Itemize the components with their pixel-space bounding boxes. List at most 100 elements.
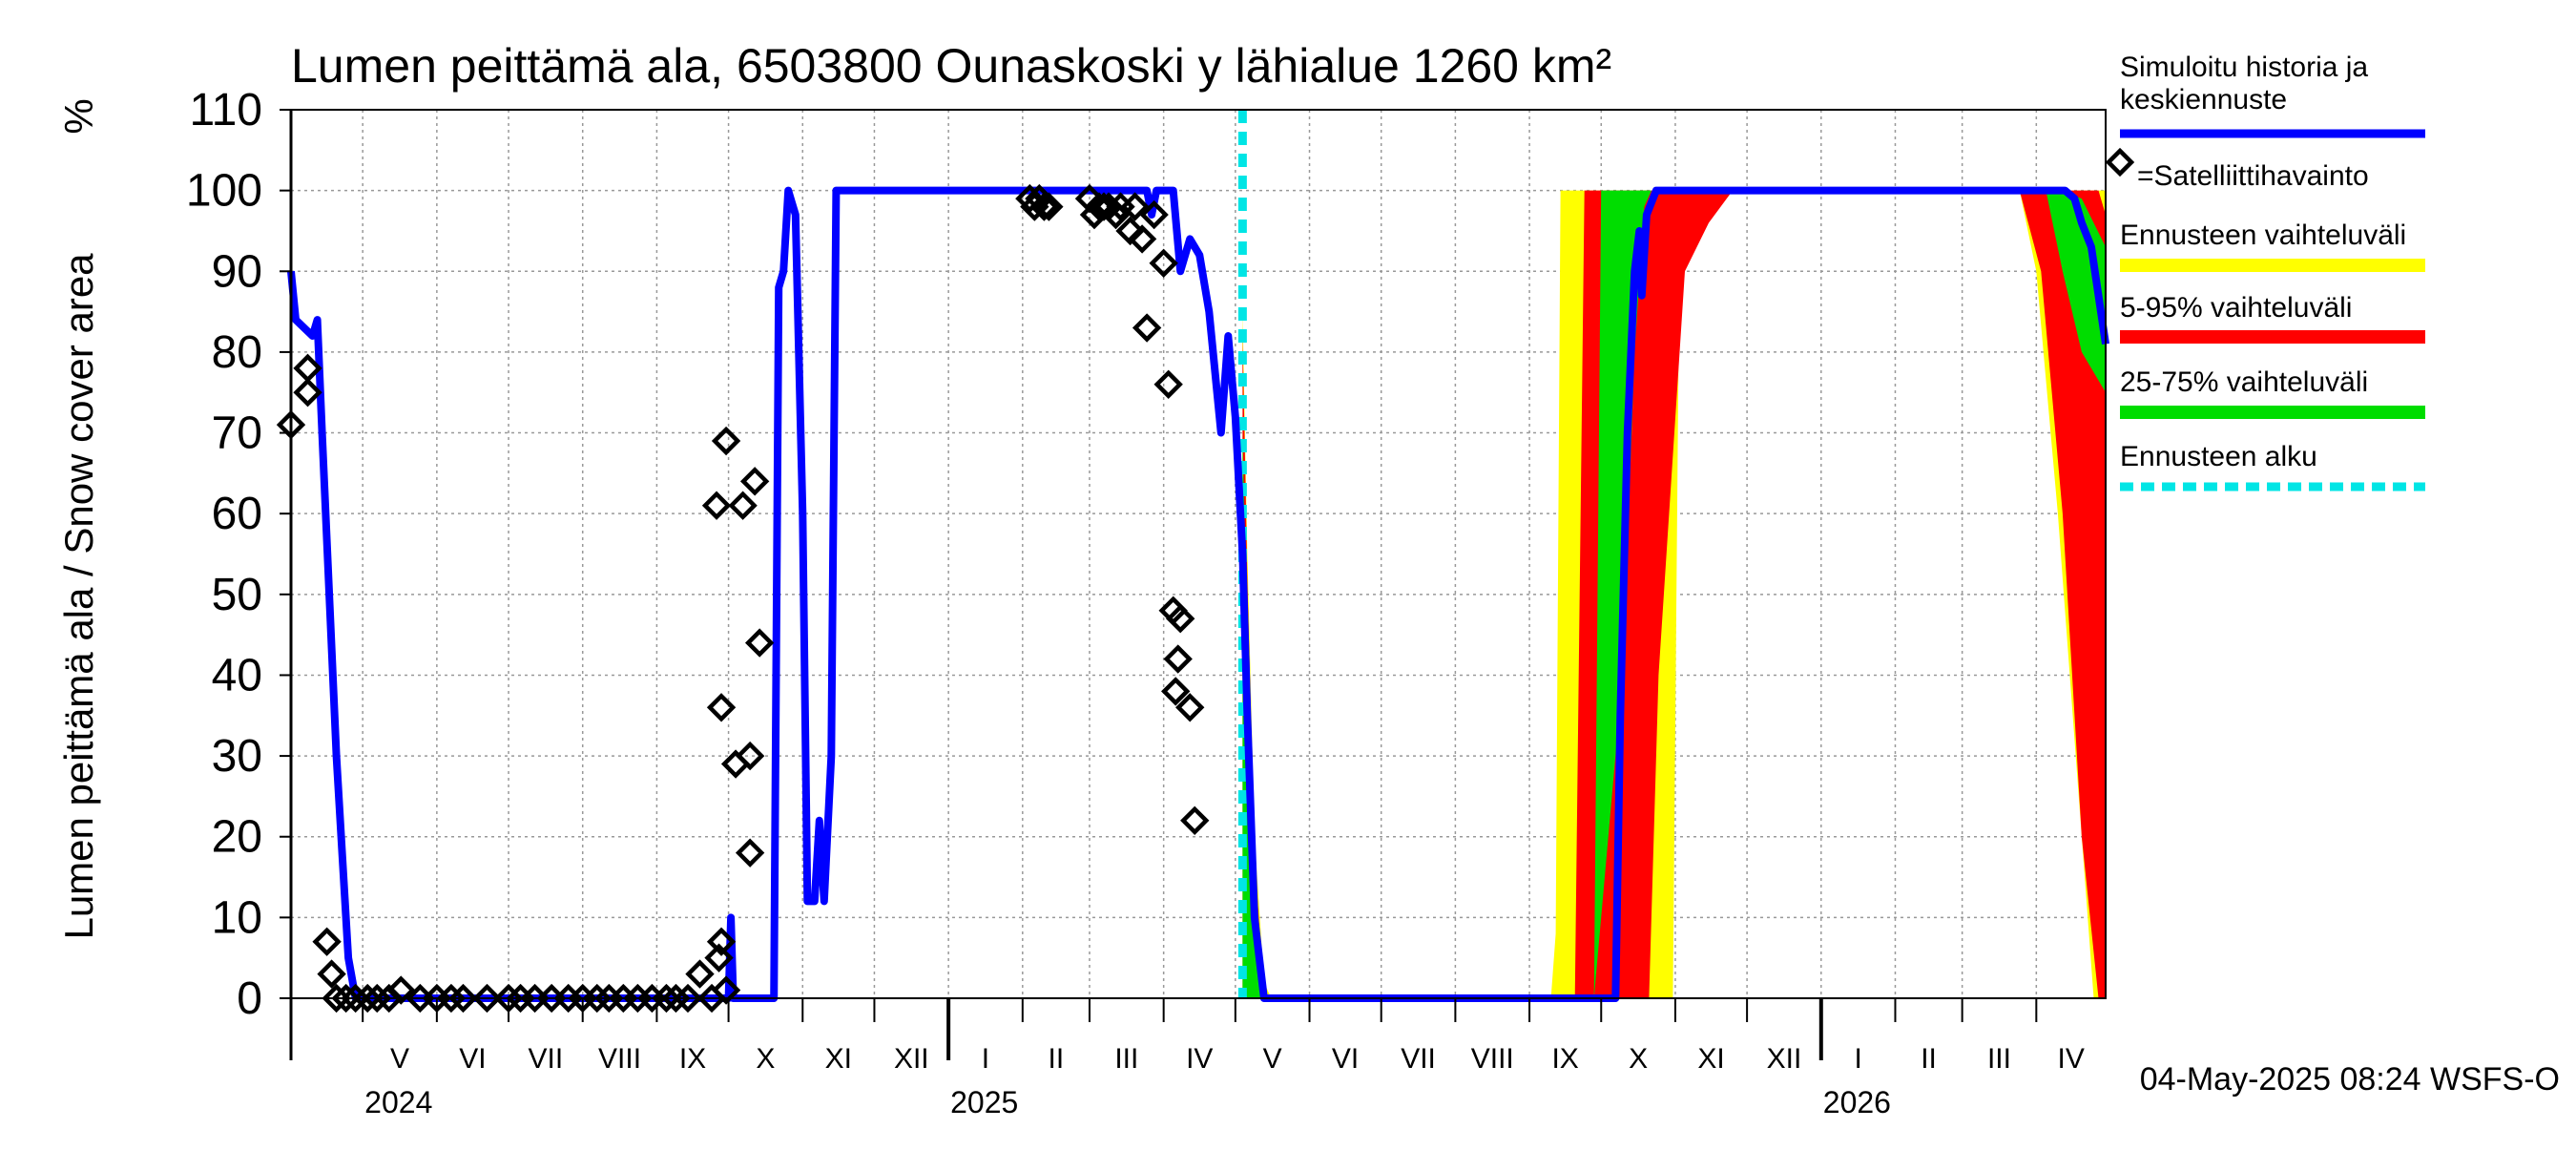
y-tick-label: 100 <box>186 166 262 217</box>
legend-label: =Satelliittihavainto <box>2137 160 2369 192</box>
year-label: 2024 <box>364 1085 432 1119</box>
y-tick-label: 60 <box>212 489 262 539</box>
satellite-point <box>701 491 732 520</box>
satellite-point <box>735 838 765 868</box>
month-label: V <box>1263 1043 1282 1075</box>
y-tick-label: 10 <box>212 892 262 943</box>
satellite-point <box>1029 192 1059 221</box>
series-lines <box>287 110 2109 1002</box>
satellite-point <box>1166 604 1195 634</box>
month-label: XII <box>1767 1043 1802 1075</box>
year-label: 2025 <box>950 1085 1018 1119</box>
legend-label: 25-75% vaihteluväli <box>2120 366 2368 398</box>
satellite-point <box>1149 248 1178 278</box>
month-label: IV <box>2057 1043 2084 1075</box>
satellite-point <box>1120 192 1150 221</box>
y-tick-label: 50 <box>212 570 262 620</box>
y-tick-label: 20 <box>212 812 262 863</box>
month-label: II <box>1049 1043 1065 1075</box>
y-tick-label: 110 <box>189 85 262 136</box>
y-tick-label: 0 <box>237 973 262 1024</box>
y-axis-label: Lumen peittämä ala / Snow cover area <box>56 253 101 940</box>
satellite-point <box>363 983 392 1014</box>
month-label: I <box>982 1043 989 1075</box>
satellite-point <box>704 943 734 972</box>
forecast-bands <box>1242 190 2106 999</box>
satellite-point <box>711 975 741 1005</box>
satellite-point <box>322 983 351 1014</box>
satellite-point <box>293 378 322 408</box>
legend-label: Ennusteen vaihteluväli <box>2120 220 2406 251</box>
legend-label: 5-95% vaihteluväli <box>2120 292 2352 324</box>
year-label: 2026 <box>1823 1085 1891 1119</box>
month-label: VIII <box>598 1043 641 1075</box>
satellite-point <box>1127 224 1157 254</box>
month-label: IX <box>1551 1043 1578 1075</box>
satellite-point <box>1153 369 1183 399</box>
satellite-point <box>436 983 467 1014</box>
y-tick-label: 30 <box>212 731 262 782</box>
legend-label: Ennusteen alku <box>2120 441 2317 472</box>
satellite-point <box>706 693 737 722</box>
month-label: III <box>1114 1043 1138 1075</box>
month-label: X <box>756 1043 775 1075</box>
satellite-point <box>386 975 416 1005</box>
satellite-point <box>728 491 758 520</box>
satellite-point <box>472 983 502 1014</box>
y-axis-unit: % <box>56 98 101 134</box>
satellite-point <box>582 983 612 1014</box>
month-label: X <box>1629 1043 1648 1075</box>
satellite-point <box>661 983 691 1014</box>
month-label: VI <box>1332 1043 1359 1075</box>
month-label: V <box>390 1043 409 1075</box>
month-label: I <box>1854 1043 1861 1075</box>
satellite-point <box>312 927 342 956</box>
legend-diamond-icon <box>2105 147 2135 178</box>
month-label: XII <box>894 1043 929 1075</box>
month-label: IV <box>1186 1043 1213 1075</box>
satellite-point <box>331 983 361 1014</box>
month-label: VIII <box>1471 1043 1514 1075</box>
satellite-point <box>1132 313 1162 343</box>
satellite-point <box>735 741 765 771</box>
satellite-point <box>1101 199 1131 230</box>
satellite-point <box>706 927 737 956</box>
satellite-point <box>673 983 703 1014</box>
satellite-point <box>1175 693 1205 722</box>
satellite-point <box>1115 216 1145 246</box>
satellite-point <box>317 959 346 989</box>
simulated-mean-line <box>287 186 2109 1002</box>
satellite-point <box>744 628 775 658</box>
satellite-point <box>1161 677 1191 706</box>
satellite-point <box>1034 192 1064 221</box>
band-ffff00 <box>1242 190 2106 999</box>
footer-timestamp: 04-May-2025 08:24 WSFS-O <box>2140 1061 2560 1098</box>
month-label: IX <box>679 1043 706 1075</box>
satellite-point <box>353 983 383 1014</box>
axes <box>280 109 2107 1060</box>
month-label: VII <box>1401 1043 1436 1075</box>
satellite-point <box>711 426 741 456</box>
month-label: VI <box>459 1043 486 1075</box>
month-label: VII <box>529 1043 564 1075</box>
y-tick-label: 80 <box>212 327 262 378</box>
satellite-point <box>739 467 770 496</box>
band-ff0000 <box>1242 190 2106 999</box>
satellite-point <box>1180 805 1210 835</box>
satellite-point <box>685 959 715 989</box>
month-label: III <box>1987 1043 2011 1075</box>
month-label: XI <box>825 1043 852 1075</box>
month-label: II <box>1921 1043 1937 1075</box>
satellite-point <box>1163 644 1193 674</box>
satellite-point <box>1015 183 1045 214</box>
month-label: XI <box>1697 1043 1724 1075</box>
satellite-point <box>341 983 370 1014</box>
satellite-point <box>1139 199 1169 230</box>
satellite-point <box>652 983 681 1014</box>
legend-label: Simuloitu historia ja <box>2120 52 2368 83</box>
y-tick-label: 70 <box>212 408 262 459</box>
y-tick-label: 40 <box>212 650 262 700</box>
